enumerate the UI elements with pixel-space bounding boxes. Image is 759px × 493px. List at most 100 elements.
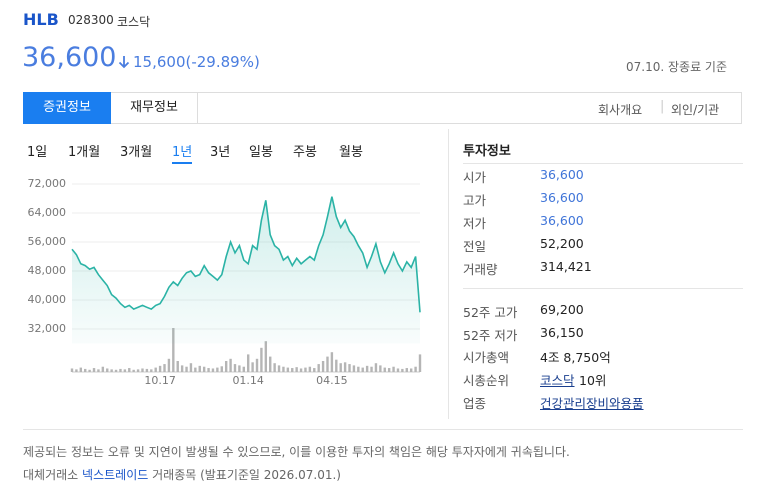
volume-bar: [291, 368, 294, 372]
volume-bar: [145, 368, 149, 372]
volume-bar: [396, 368, 400, 372]
volume-bar: [251, 362, 254, 372]
volume-bar: [383, 367, 386, 372]
period-tab[interactable]: 월봉: [339, 145, 363, 160]
period-tab-active[interactable]: 1년: [172, 141, 193, 164]
invest-label: 52주 고가: [463, 305, 518, 320]
volume-bar: [167, 358, 171, 372]
area-fill: [72, 196, 420, 344]
volume-bar: [110, 369, 113, 372]
period-tab[interactable]: 3개월: [120, 145, 153, 160]
chart: 32,000 40,000 48,000 56,000 64,000 72,000 10.1…: [28, 177, 422, 387]
volume-bar: [330, 352, 334, 372]
tab[interactable]: 재무정보: [111, 92, 198, 124]
volume-bar: [70, 368, 74, 372]
y-tick-label: 48,000: [28, 264, 67, 277]
volume-bar: [277, 365, 281, 372]
volume-bar: [207, 368, 210, 372]
invest-link[interactable]: 건강관리장비와용품: [540, 396, 644, 411]
source-suffix: 거래종목 (발표기준일 2026.07.01.): [152, 468, 341, 482]
volume-bar: [84, 368, 87, 372]
volume-bar: [92, 368, 96, 372]
volume-bar: [370, 366, 373, 372]
y-tick-label: 72,000: [28, 177, 67, 190]
period-tab[interactable]: 1개월: [68, 145, 101, 160]
volume-bar: [392, 366, 395, 372]
volume-bar: [387, 368, 391, 372]
volume-bar: [172, 328, 175, 372]
volume-bar: [282, 366, 285, 372]
volume-bar: [136, 369, 140, 372]
volume-bar: [247, 354, 250, 372]
invest-title: 투자정보: [463, 144, 511, 159]
tab-link[interactable]: 회사개요: [598, 103, 643, 117]
volume-bar: [211, 368, 215, 372]
separator: |: [660, 99, 665, 114]
period-tab[interactable]: 1일: [27, 145, 48, 160]
volume-bar: [119, 368, 122, 372]
source: 대체거래소 넥스트레이드 거래종목 (발표기준일 2026.07.01.): [23, 466, 341, 483]
source-link[interactable]: 넥스트레이드: [82, 468, 149, 482]
stock-code: 028300: [68, 13, 114, 27]
volume-bar: [286, 367, 290, 372]
volume-bar: [304, 367, 307, 372]
y-tick-label: 32,000: [28, 322, 67, 335]
volume-bar: [97, 369, 100, 372]
divider: [23, 429, 743, 430]
volume-bar: [260, 347, 263, 372]
volume-bar: [418, 354, 422, 372]
volume-bar: [321, 361, 325, 372]
volume-bar: [335, 359, 338, 372]
volume-bar: [405, 368, 408, 372]
volume-bar: [229, 358, 232, 372]
volume-bar: [216, 367, 219, 372]
period-tab[interactable]: 주봉: [293, 145, 317, 160]
volume-bar: [255, 358, 259, 372]
x-tick-label: 04.15: [316, 374, 348, 387]
volume-bar: [295, 367, 298, 372]
y-tick-label: 64,000: [28, 206, 67, 219]
volume-bar: [414, 366, 417, 372]
invest-value: 314,421: [540, 259, 592, 274]
volume-bar: [313, 368, 316, 372]
source-prefix: 대체거래소: [23, 468, 79, 482]
volume-bar: [158, 365, 162, 372]
invest-label: 전일: [463, 239, 487, 254]
volume-bar: [150, 369, 153, 372]
divider: [448, 129, 449, 419]
x-tick-label: 10.17: [144, 374, 176, 387]
volume-bar: [343, 362, 347, 372]
invest-label: 업종: [463, 396, 487, 411]
price-change: 15,600(-29.89%): [133, 53, 260, 71]
volume-bar: [198, 365, 201, 372]
volume-bar: [269, 356, 272, 372]
divider: [463, 288, 743, 289]
stock-name[interactable]: HLB: [23, 10, 59, 29]
invest-link[interactable]: 코스닥: [540, 373, 575, 388]
volume-bar: [220, 366, 223, 372]
invest-value: 52,200: [540, 236, 584, 251]
invest-value: 69,200: [540, 302, 584, 317]
volume-bar: [264, 341, 268, 372]
tab-link[interactable]: 외인/기관: [671, 103, 720, 117]
period-tab[interactable]: 3년: [210, 145, 231, 160]
volume-bar: [233, 364, 237, 372]
invest-label: 저가: [463, 216, 487, 231]
volume-bar: [379, 365, 382, 372]
volume-bar: [106, 368, 109, 372]
volume-bar: [114, 369, 118, 372]
volume-bar: [365, 365, 369, 372]
volume-bar: [361, 367, 364, 372]
volume-bar: [154, 367, 157, 372]
volume-bar: [132, 369, 135, 372]
volume-bar: [308, 366, 312, 372]
volume-bar: [224, 361, 228, 372]
invest-label: 시가: [463, 170, 487, 185]
market: 코스닥: [117, 15, 151, 29]
invest-value: 36,600: [540, 190, 584, 205]
volume-bar: [238, 365, 241, 372]
tab-active[interactable]: 증권정보: [23, 92, 111, 124]
volume-bar: [75, 369, 78, 372]
volume-bar: [374, 363, 378, 372]
period-tab[interactable]: 일봉: [249, 145, 273, 160]
